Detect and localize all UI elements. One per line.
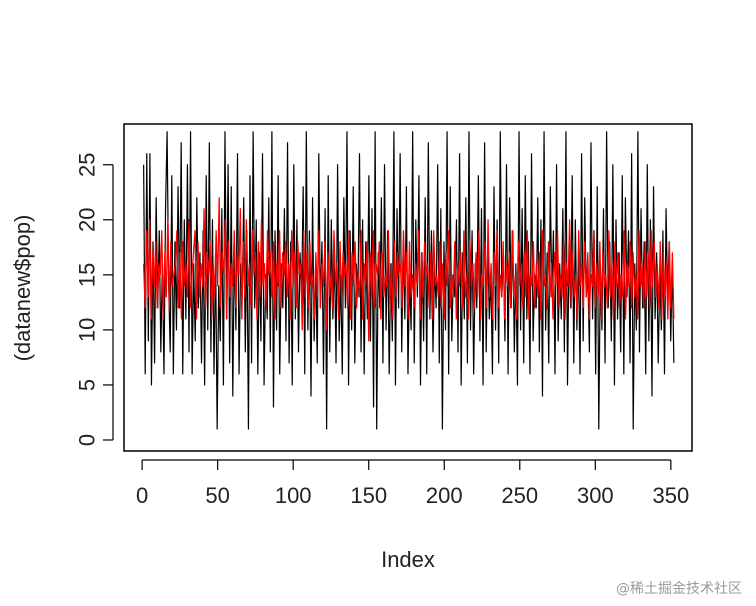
x-tick-label: 250 xyxy=(501,483,538,508)
x-tick-label: 350 xyxy=(652,483,689,508)
x-tick-label: 150 xyxy=(350,483,387,508)
y-axis-title: (datanew$pop) xyxy=(10,215,35,362)
series-2-line xyxy=(142,197,675,342)
watermark: @稀土掘金技术社区 xyxy=(616,581,742,597)
x-tick-label: 0 xyxy=(136,483,148,508)
y-axis: 0 5 10 15 20 25 xyxy=(75,152,114,446)
y-tick-label: 10 xyxy=(75,318,100,342)
x-tick-label: 100 xyxy=(275,483,312,508)
x-axis: 0 50 100 150 200 250 300 350 xyxy=(136,459,689,508)
y-tick-label: 5 xyxy=(75,379,100,391)
y-tick-label: 0 xyxy=(75,434,100,446)
y-tick-label: 15 xyxy=(75,263,100,287)
x-tick-label: 300 xyxy=(577,483,614,508)
plot-frame xyxy=(123,123,693,452)
y-tick-label: 20 xyxy=(75,208,100,232)
y-tick-label: 25 xyxy=(75,152,100,176)
x-axis-title: Index xyxy=(381,547,435,572)
x-tick-label: 50 xyxy=(205,483,229,508)
x-tick-label: 200 xyxy=(426,483,463,508)
series-layer xyxy=(142,131,675,430)
